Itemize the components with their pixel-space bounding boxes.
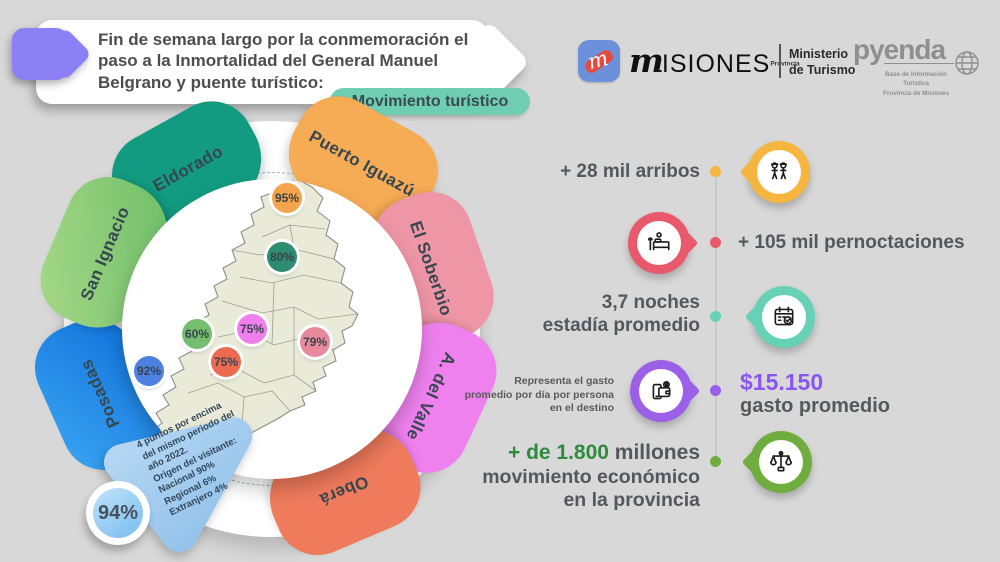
dot-economic	[710, 456, 721, 467]
bed-icon	[637, 221, 681, 265]
misiones-wordmark: mISIONESProvincia	[629, 41, 800, 80]
misiones-logo-icon: m	[578, 40, 620, 82]
stay-bubble	[753, 286, 815, 348]
pyenda-tagline-1: Base de Información Turística	[885, 71, 947, 88]
page-title: Fin de semana largo por la conmemoración…	[98, 29, 500, 93]
economic-value: + de 1.800	[507, 441, 609, 464]
purple-arrow-accent	[12, 27, 112, 84]
title-banner: Fin de semana largo por la conmemoración…	[36, 20, 576, 110]
dot-arrivals	[710, 166, 721, 177]
badge-eldorado: 80%	[267, 242, 297, 272]
logo-divider	[779, 44, 781, 78]
pyenda-tagline-2: Provincia de Misiones	[882, 89, 950, 97]
badge-puerto-iguazu: 95%	[272, 183, 302, 213]
badge-el-soberbio: 79%	[300, 327, 330, 357]
overall-occupancy-value: 94%	[97, 501, 139, 524]
wallet-icon	[639, 369, 683, 413]
globe-icon	[954, 50, 980, 81]
overall-occupancy-circle: 94%	[86, 481, 150, 545]
tourists-icon	[757, 150, 801, 194]
spending-note: Representa el gasto promedio por día por…	[464, 375, 614, 415]
ministry-line-2: de Turismo	[789, 63, 856, 78]
title-line-3: Belgrano y puente turístico:	[98, 72, 324, 92]
economic-bubble	[750, 431, 812, 493]
misiones-wordmark-script-m: m	[629, 41, 664, 80]
title-line-2: paso a la Inmortalidad del General Manue…	[98, 51, 439, 71]
economic-label: + de 1.800 millones movimiento económico…	[440, 440, 700, 513]
spending-label: gasto promedio	[740, 395, 891, 417]
pyenda-logo: pyenda	[853, 34, 946, 65]
title-line-1: Fin de semana largo por la conmemoración…	[98, 30, 469, 49]
stay-line-1: 3,7 noches	[601, 292, 700, 313]
badge-san-ignacio: 60%	[182, 319, 212, 349]
spending-value: $15.150	[740, 369, 824, 395]
misiones-wordmark-caps: ISIONES	[661, 50, 771, 78]
misiones-wordmark-sup: Provincia	[770, 60, 800, 68]
pyenda-tagline: Base de Información Turística Provincia …	[872, 70, 960, 98]
badge-a-del-valle: 75%	[237, 314, 267, 344]
economic-line-1: + de 1.800 millones	[440, 440, 700, 466]
arrivals-bubble	[748, 141, 810, 203]
economic-line-2: movimiento económico	[482, 465, 700, 488]
ministry-label: Ministerio de Turismo	[789, 46, 855, 79]
badge-obera: 75%	[211, 347, 241, 377]
spending-bubble	[630, 360, 692, 422]
economic-rest: millones	[608, 441, 700, 464]
scales-icon	[759, 440, 803, 484]
badge-posadas: 92%	[134, 356, 164, 386]
dot-overnights	[710, 237, 721, 248]
dot-stay	[710, 311, 721, 322]
economic-line-3: en la provincia	[563, 489, 700, 512]
stay-label: 3,7 noches estadía promedio	[470, 291, 700, 337]
pyenda-connector-line	[884, 63, 954, 65]
dot-spending	[710, 385, 721, 396]
calendar-check-icon	[762, 295, 806, 339]
stay-line-2: estadía promedio	[542, 315, 700, 337]
arrivals-label: + 28 mil arribos	[560, 161, 700, 182]
ministry-line-1: Ministerio	[789, 47, 849, 61]
overall-occupancy-inner: 94%	[93, 488, 143, 538]
overnights-label: + 105 mil pernoctaciones	[738, 232, 965, 253]
note-callout-shape	[104, 417, 253, 552]
overnights-bubble	[628, 212, 690, 274]
